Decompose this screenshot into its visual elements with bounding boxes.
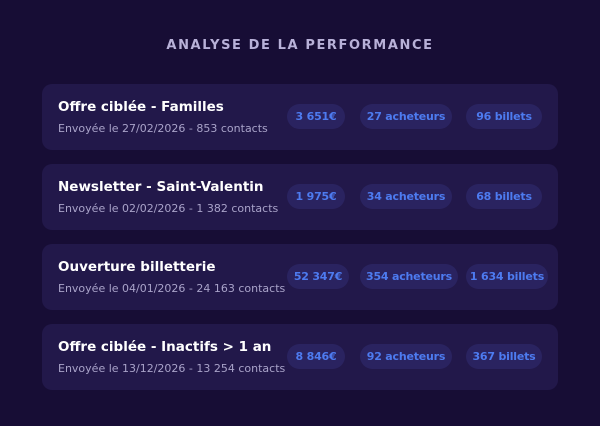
revenue-badge: 52 347€	[287, 264, 349, 289]
buyers-badge: 27 acheteurs	[360, 104, 452, 129]
campaign-card[interactable]: Newsletter - Saint-Valentin Envoyée le 0…	[42, 164, 558, 230]
revenue-badge: 8 846€	[287, 344, 345, 369]
campaign-name: Offre ciblée - Familles	[58, 99, 224, 115]
buyers-badge: 92 acheteurs	[360, 344, 452, 369]
campaign-card[interactable]: Offre ciblée - Familles Envoyée le 27/02…	[42, 84, 558, 150]
campaign-meta: Envoyée le 04/01/2026 - 24 163 contacts	[58, 282, 286, 295]
tickets-badge: 96 billets	[466, 104, 542, 129]
campaign-meta: Envoyée le 27/02/2026 - 853 contacts	[58, 122, 268, 135]
campaign-name: Offre ciblée - Inactifs > 1 an	[58, 339, 272, 355]
buyers-badge: 354 acheteurs	[360, 264, 458, 289]
campaign-name: Newsletter - Saint-Valentin	[58, 179, 264, 195]
revenue-badge: 1 975€	[287, 184, 345, 209]
tickets-badge: 367 billets	[466, 344, 542, 369]
page-title: ANALYSE DE LA PERFORMANCE	[166, 38, 434, 53]
tickets-badge: 1 634 billets	[466, 264, 548, 289]
campaign-meta: Envoyée le 13/12/2026 - 13 254 contacts	[58, 362, 286, 375]
revenue-badge: 3 651€	[287, 104, 345, 129]
tickets-badge: 68 billets	[466, 184, 542, 209]
campaign-card[interactable]: Offre ciblée - Inactifs > 1 an Envoyée l…	[42, 324, 558, 390]
campaign-card[interactable]: Ouverture billetterie Envoyée le 04/01/2…	[42, 244, 558, 310]
buyers-badge: 34 acheteurs	[360, 184, 452, 209]
campaign-name: Ouverture billetterie	[58, 259, 216, 275]
campaign-meta: Envoyée le 02/02/2026 - 1 382 contacts	[58, 202, 279, 215]
